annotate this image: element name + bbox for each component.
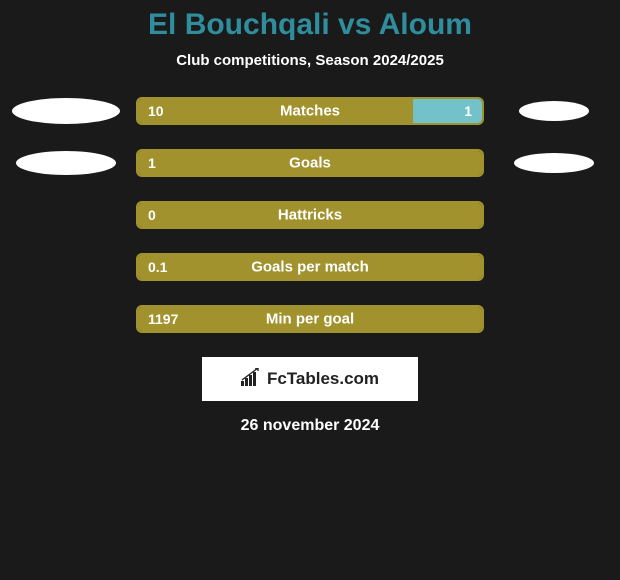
bar-segment-left bbox=[138, 99, 413, 123]
stat-bar: Goals per match 0.1 bbox=[136, 253, 484, 281]
ellipse-slot-left bbox=[8, 151, 124, 175]
player2-ellipse bbox=[519, 101, 589, 121]
stat-bar: Hattricks 0 bbox=[136, 201, 484, 229]
stat-value-left: 0.1 bbox=[148, 259, 167, 275]
stat-value-left: 0 bbox=[148, 207, 156, 223]
stat-label: Goals bbox=[289, 155, 331, 172]
stat-value-left: 1197 bbox=[148, 311, 178, 327]
date-text: 26 november 2024 bbox=[0, 417, 620, 435]
player1-ellipse bbox=[16, 151, 116, 175]
stat-label: Hattricks bbox=[278, 207, 342, 224]
stats-area: Matches 10 1 Goals 1 Hattricks 0 Goals per matc… bbox=[0, 97, 620, 333]
subtitle: Club competitions, Season 2024/2025 bbox=[0, 52, 620, 69]
stat-row: Matches 10 1 bbox=[8, 97, 612, 125]
stat-label: Goals per match bbox=[251, 259, 369, 276]
logo-box: FcTables.com bbox=[202, 357, 418, 401]
logo: FcTables.com bbox=[241, 368, 379, 391]
ellipse-slot-right bbox=[496, 153, 612, 173]
title-row: El Bouchqali vs Aloum bbox=[0, 8, 620, 42]
stat-bar: Goals 1 bbox=[136, 149, 484, 177]
player1-name: El Bouchqali bbox=[148, 8, 330, 41]
stat-bar: Min per goal 1197 bbox=[136, 305, 484, 333]
stat-value-right: 1 bbox=[464, 103, 472, 119]
ellipse-slot-right bbox=[496, 101, 612, 121]
ellipse-slot-left bbox=[8, 98, 124, 124]
stat-label: Min per goal bbox=[266, 311, 354, 328]
logo-text: FcTables.com bbox=[267, 369, 379, 389]
player2-name: Aloum bbox=[379, 8, 472, 41]
stat-row: Goals 1 bbox=[8, 149, 612, 177]
vs-text: vs bbox=[330, 8, 379, 41]
stat-label: Matches bbox=[280, 103, 340, 120]
stat-row: Goals per match 0.1 bbox=[8, 253, 612, 281]
stat-bar: Matches 10 1 bbox=[136, 97, 484, 125]
stat-value-left: 10 bbox=[148, 103, 164, 119]
stat-value-left: 1 bbox=[148, 155, 156, 171]
comparison-card: El Bouchqali vs Aloum Club competitions,… bbox=[0, 0, 620, 435]
bars-icon bbox=[241, 368, 263, 391]
stat-row: Hattricks 0 bbox=[8, 201, 612, 229]
stat-row: Min per goal 1197 bbox=[8, 305, 612, 333]
player1-ellipse bbox=[12, 98, 120, 124]
player2-ellipse bbox=[514, 153, 594, 173]
